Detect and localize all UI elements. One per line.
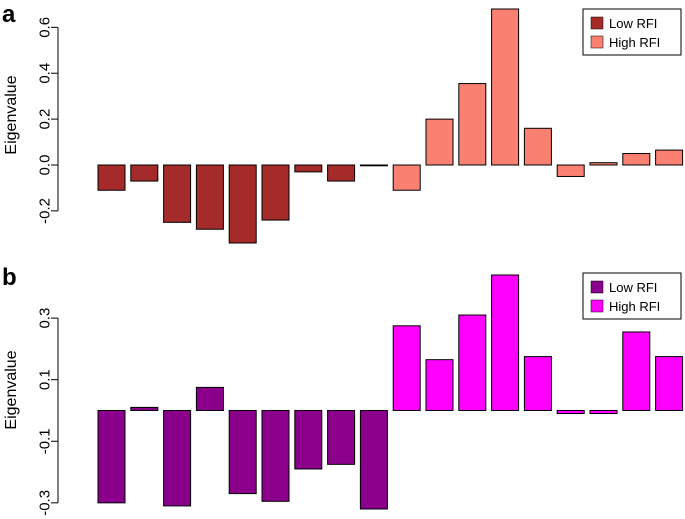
panel-a-bar-high-rfi (523, 127, 552, 166)
panel-a: a Eigenvalue -0.2 0.0 0.2 0.4 0.6 Low RFI Hi… (2, 1, 684, 244)
panel-b-bar-low-rfi (294, 409, 323, 470)
panel-b-ylabel: Eigenvalue (3, 350, 20, 429)
panel-b-bar-low-rfi (327, 409, 356, 465)
panel-a-legend-swatch-high (590, 35, 604, 49)
panel-a-bar-high-rfi (491, 8, 520, 166)
panel-a-bar-low-rfi (327, 164, 356, 182)
panel-a-bar-low-rfi (261, 164, 290, 221)
panel-b-y-tick-label: 0.3 (37, 308, 54, 329)
panel-a-bar-high-rfi (556, 164, 585, 177)
panel-b-bar-high-rfi (589, 409, 618, 415)
panel-b-bar-high-rfi (458, 314, 487, 411)
panel-b-y-tick-label: -0.1 (37, 428, 54, 454)
panel-a-y-tick-label: 0.2 (37, 109, 54, 130)
panel-b-bar-low-rfi (163, 409, 192, 507)
panel-a-bar-low-rfi (97, 164, 126, 191)
panel-a-y-tick-label: -0.2 (37, 198, 54, 224)
panel-a-ylabel: Eigenvalue (3, 75, 20, 154)
panel-a-bar-high-rfi (425, 118, 454, 166)
panel-b-bar-low-rfi (261, 409, 290, 502)
panel-b-letter: b (2, 264, 17, 291)
panel-a-bars (97, 8, 684, 244)
panel-b-bar-high-rfi (523, 356, 552, 411)
panel-a-legend-box (582, 8, 682, 56)
panel-a-y-axis: -0.2 0.0 0.2 0.4 0.6 (37, 17, 59, 224)
panel-a-bar-high-rfi (622, 153, 651, 166)
panel-b-y-axis: -0.3 -0.1 0.1 0.3 (37, 308, 59, 516)
panel-a-bar-low-rfi (294, 164, 323, 173)
panel-b-bar-low-rfi (130, 406, 159, 411)
panel-b-bar-high-rfi (491, 274, 520, 411)
panel-b-legend-swatch-high (590, 299, 604, 313)
panel-a-legend-low: Low RFI (609, 16, 657, 31)
panel-a-legend-swatch-low (590, 16, 604, 30)
panel-a-y-tick-label: 0.6 (37, 17, 54, 38)
panel-b-legend-swatch-low (590, 280, 604, 294)
panel-b-bar-low-rfi (359, 409, 388, 510)
panel-b-bar-low-rfi (97, 409, 126, 504)
panel-a-bar-high-rfi (458, 83, 487, 166)
panel-b-bar-high-rfi (622, 331, 651, 411)
panel-a-bar-low-rfi (359, 164, 388, 167)
panel-a-bar-high-rfi (655, 149, 684, 166)
panel-b-bar-high-rfi (556, 409, 585, 415)
panel-a-bar-low-rfi (228, 164, 257, 244)
panel-a-bar-low-rfi (130, 164, 159, 182)
panel-b-bar-high-rfi (392, 325, 421, 411)
panel-b-y-tick-label: -0.3 (37, 490, 54, 516)
panel-b-y-tick-label: 0.1 (37, 369, 54, 390)
panel-b-legend: Low RFI High RFI (582, 272, 682, 320)
panel-b-bars (97, 274, 684, 510)
panel-b-bar-low-rfi (228, 409, 257, 495)
panel-b-legend-low: Low RFI (609, 280, 657, 295)
panel-b-bar-high-rfi (655, 356, 684, 411)
panel-a-bar-high-rfi (392, 164, 421, 191)
panel-a-bar-low-rfi (163, 164, 192, 223)
panel-b-bar-high-rfi (425, 359, 454, 411)
panel-a-bar-low-rfi (195, 164, 224, 230)
panel-a-y-tick-label: 0.0 (37, 155, 54, 176)
panel-a-legend-high: High RFI (609, 35, 660, 50)
panel-a-bar-high-rfi (589, 162, 618, 166)
panel-a-y-tick-label: 0.4 (37, 63, 54, 84)
panel-a-letter: a (2, 1, 16, 28)
panel-b-legend-high: High RFI (609, 299, 660, 314)
panel-a-legend: Low RFI High RFI (582, 8, 682, 56)
panel-b: b Eigenvalue -0.3 -0.1 0.1 0.3 Low RFI High… (2, 264, 684, 516)
panel-b-bar-low-rfi (195, 386, 224, 411)
